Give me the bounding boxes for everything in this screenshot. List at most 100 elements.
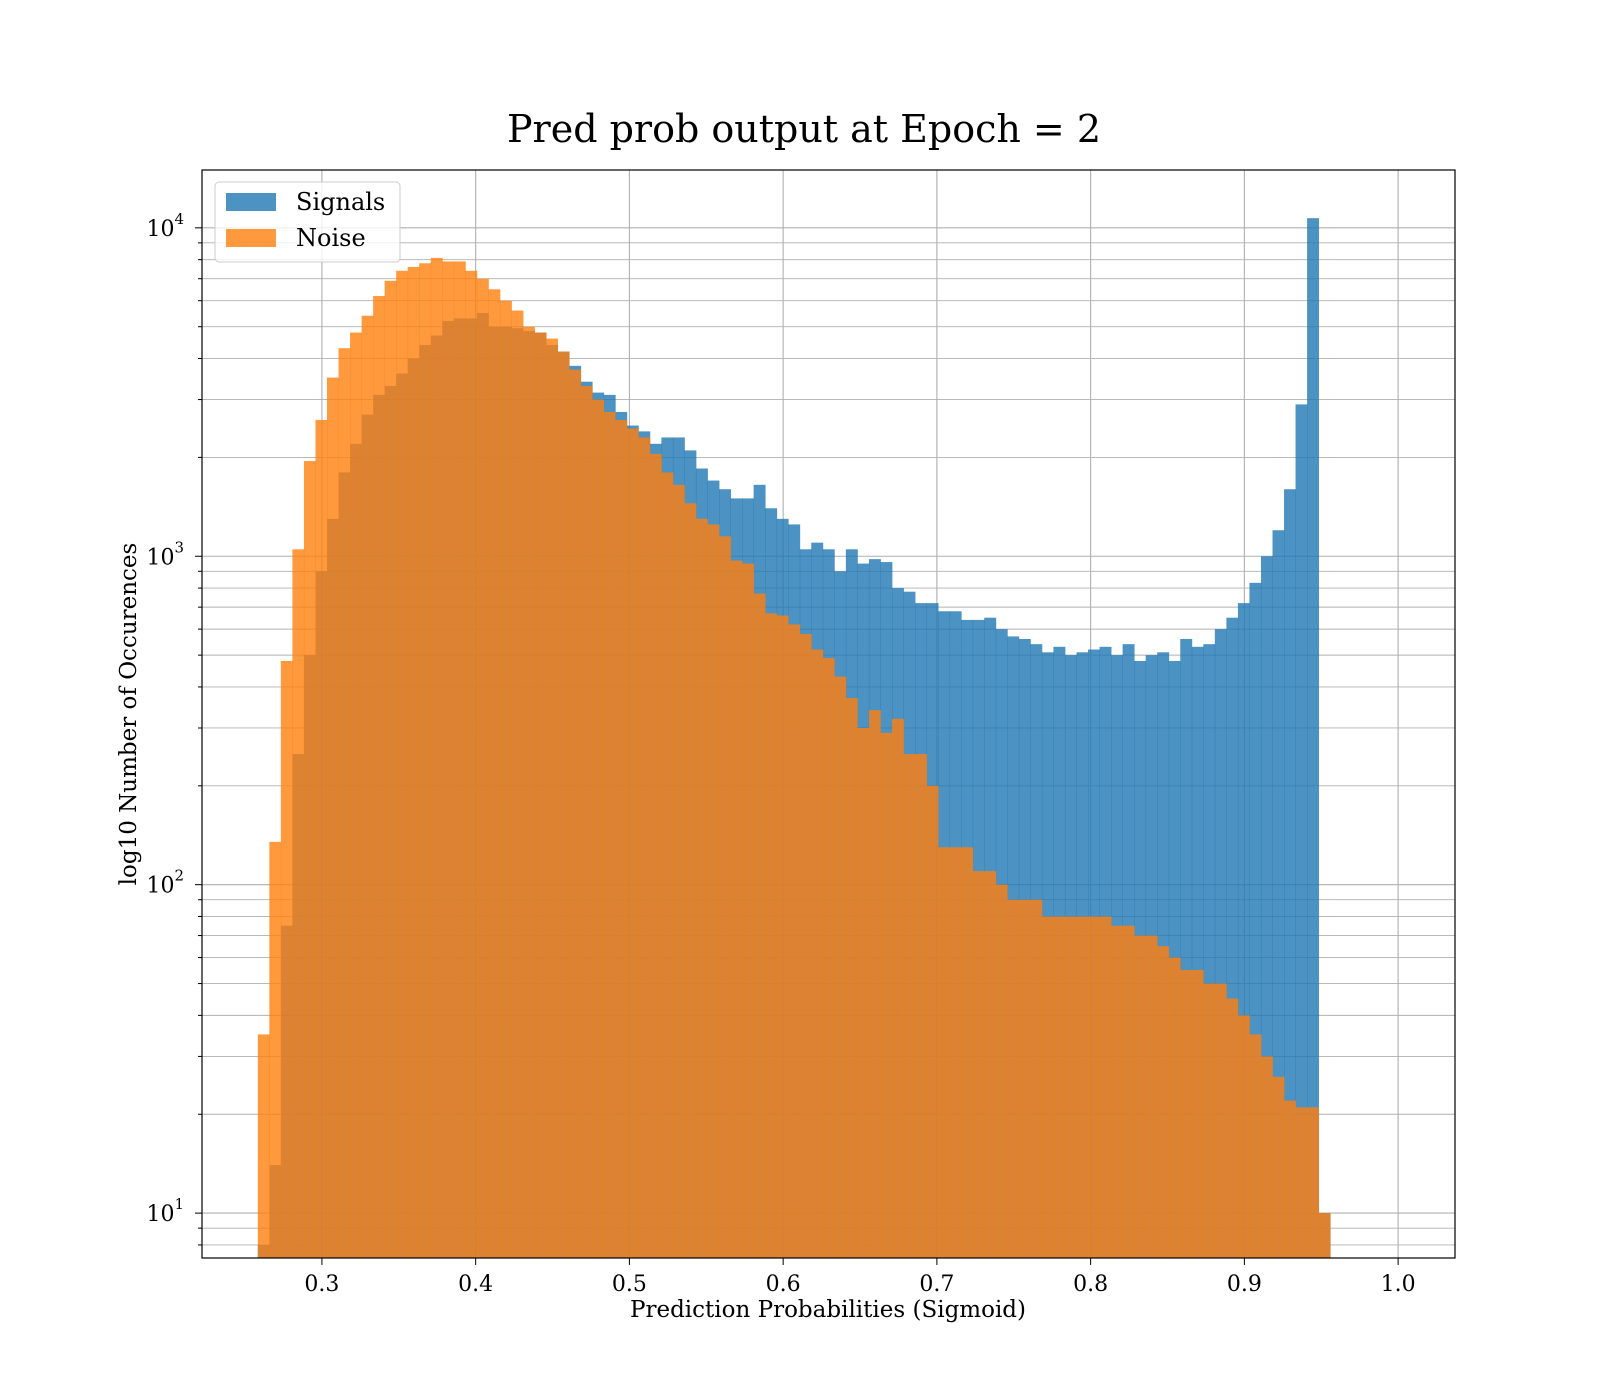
histogram-bar-noise — [753, 593, 766, 1258]
axes: 0.3 0.4 0.5 0.6 0.7 0.8 0.9 1.0 101 102 103 104 — [146, 210, 1415, 1297]
histogram-bar-noise — [453, 261, 466, 1258]
histogram-bar-signals — [1295, 404, 1308, 1258]
histogram-bar-noise — [1007, 899, 1020, 1258]
histogram-bar-noise — [811, 649, 824, 1258]
x-tick-label: 1.0 — [1381, 1272, 1416, 1297]
histogram-bar-noise — [788, 624, 801, 1258]
histogram-bar-noise — [845, 698, 858, 1258]
histogram-bar-signals — [1203, 644, 1216, 1258]
histogram-bar-signals — [1237, 603, 1250, 1258]
histogram-bar-noise — [649, 453, 662, 1258]
histogram-bar-noise — [603, 411, 616, 1259]
histogram-bar-noise — [292, 549, 305, 1258]
histogram-bar-noise — [938, 847, 951, 1258]
histogram-bar-noise — [1214, 983, 1227, 1258]
histogram-bar-noise — [1260, 1056, 1273, 1258]
histogram-bar-noise — [488, 289, 501, 1258]
histogram-bar-noise — [407, 266, 420, 1259]
legend-label-noise: Noise — [296, 224, 366, 252]
histogram-bar-noise — [926, 785, 939, 1258]
histogram-bar-signals — [1249, 582, 1262, 1258]
histogram-bar-noise — [476, 278, 489, 1259]
histogram-bar-noise — [1157, 946, 1170, 1258]
legend-label-signals: Signals — [296, 188, 385, 216]
histogram-bar-noise — [1145, 935, 1158, 1258]
histogram-bar-noise — [384, 280, 397, 1258]
histogram-bar-noise — [707, 524, 720, 1258]
histogram-bar-noise — [315, 419, 328, 1259]
histogram-bar-noise — [915, 753, 927, 1258]
histogram-bar-noise — [1111, 925, 1124, 1258]
histogram-bar-noise — [442, 261, 455, 1258]
histogram-bar-noise — [961, 847, 974, 1258]
histogram-bar-noise — [592, 399, 605, 1258]
histogram-bar-signals — [1307, 218, 1320, 1259]
histogram-bar-noise — [1053, 916, 1066, 1258]
histogram-bar-noise — [1041, 916, 1054, 1258]
histogram-bar-noise — [857, 727, 870, 1258]
histogram-bar-noise — [523, 326, 535, 1258]
histogram-bar-noise — [580, 385, 593, 1259]
histogram-bar-noise — [1272, 1076, 1285, 1258]
histogram-bar-noise — [684, 503, 697, 1258]
histogram-bar-noise — [373, 296, 386, 1258]
histogram-bar-signals — [1260, 556, 1273, 1258]
histogram-bar-noise — [546, 338, 559, 1259]
histogram-bar-noise — [1237, 1015, 1250, 1258]
legend-swatch-signals — [226, 193, 276, 211]
histogram-bar-noise — [1249, 1034, 1262, 1258]
histogram-bar-noise — [995, 884, 1008, 1258]
x-tick-label: 0.6 — [766, 1272, 801, 1297]
histogram-bar-noise — [361, 315, 374, 1259]
histogram-bar-signals — [1226, 617, 1239, 1258]
histogram-bar-noise — [776, 615, 789, 1258]
histogram-bar-noise — [1122, 925, 1135, 1258]
histogram-bar-noise — [419, 263, 432, 1258]
histogram-bar-noise — [1307, 1107, 1320, 1258]
histogram-bar-noise — [1088, 916, 1100, 1258]
histogram-bar-noise — [338, 348, 351, 1259]
histogram-bar-noise — [1030, 899, 1043, 1258]
histogram-bar-noise — [615, 419, 628, 1259]
histogram-bar-noise — [661, 472, 674, 1258]
histogram-bar-noise — [822, 658, 835, 1258]
histogram-bar-noise — [326, 377, 339, 1258]
histogram-bar-noise — [1203, 983, 1216, 1258]
x-tick-label: 0.4 — [458, 1272, 493, 1297]
histogram-bar-noise — [719, 536, 731, 1258]
histogram-bar-noise — [1318, 1213, 1331, 1258]
histogram-bar-noise — [1191, 969, 1204, 1258]
histogram-bar-noise — [868, 710, 881, 1258]
histogram-bar-noise — [257, 1034, 270, 1258]
histogram-bar-noise — [569, 369, 582, 1258]
x-tick-label: 0.3 — [304, 1272, 339, 1297]
histogram-bar-noise — [1168, 957, 1181, 1258]
series-noise-bars — [257, 257, 1331, 1259]
histogram-bar-noise — [430, 257, 443, 1258]
histogram-bar-noise — [1099, 916, 1112, 1258]
histogram-bar-noise — [557, 351, 570, 1258]
histogram-bar-noise — [1018, 899, 1031, 1258]
histogram-bar-noise — [984, 871, 997, 1258]
y-tick-label: 104 — [146, 210, 184, 242]
histogram-bar-noise — [638, 437, 651, 1259]
x-axis-label: Prediction Probabilities (Sigmoid) — [630, 1297, 1026, 1323]
histogram-bar-noise — [765, 613, 778, 1258]
histogram-bar-noise — [903, 753, 916, 1258]
histogram-bar-noise — [534, 332, 547, 1258]
histogram-bar-signals — [1214, 629, 1227, 1258]
legend: Signals Noise — [214, 181, 401, 263]
histogram-bar-noise — [672, 484, 685, 1259]
x-tick-label: 0.8 — [1073, 1272, 1108, 1297]
chart-title: Pred prob output at Epoch = 2 — [507, 107, 1101, 151]
histogram-bar-noise — [511, 310, 524, 1258]
histogram-bar-noise — [695, 518, 708, 1258]
histogram-bar-signals — [1272, 530, 1285, 1258]
histogram-bar-noise — [880, 732, 893, 1258]
plot-frame — [201, 169, 1456, 1259]
histogram-bar-noise — [465, 270, 478, 1258]
histogram-bar-signals — [1284, 489, 1296, 1259]
y-tick-label: 101 — [146, 1195, 184, 1227]
histogram-bar-noise — [742, 563, 755, 1258]
